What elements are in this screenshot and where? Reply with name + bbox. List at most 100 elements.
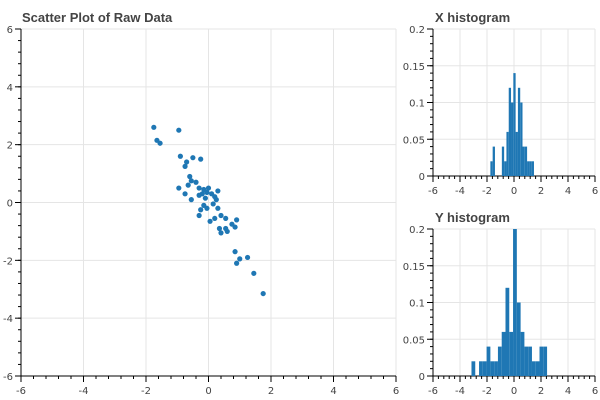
scatter-point: [198, 156, 204, 162]
x-histogram-bar: [501, 146, 505, 176]
scatter-point: [176, 127, 182, 133]
x-histogram-x-tick-label: 6: [592, 186, 598, 197]
x-histogram-bar: [524, 146, 528, 176]
y-histogram-bar: [505, 287, 510, 376]
x-histogram-bar: [520, 102, 523, 176]
y-histogram-x-tick-label: 0: [511, 386, 517, 397]
scatter-point: [232, 224, 238, 230]
y-histogram-y-tick-label: 0: [419, 372, 425, 383]
y-histogram-bar: [535, 361, 540, 376]
scatter-y-tick-label: 6: [7, 25, 13, 36]
x-histogram-bar: [529, 161, 532, 176]
scatter-point: [196, 192, 202, 198]
y-histogram-bar: [494, 361, 498, 376]
y-histogram-bar: [528, 346, 532, 376]
scatter-point: [185, 182, 191, 188]
scatter-point: [224, 228, 230, 235]
y-histogram-bar: [479, 361, 483, 376]
y-histogram-bar: [539, 346, 544, 376]
scatter-point: [244, 254, 251, 261]
scatter-point: [204, 189, 210, 195]
scatter-point: [176, 185, 182, 191]
scatter-point: [216, 225, 223, 232]
scatter-point: [215, 188, 221, 194]
scatter-point: [202, 195, 208, 201]
y-histogram-y-tick-label: 0.1: [409, 299, 425, 310]
scatter-x-tick-label: 2: [268, 386, 274, 397]
scatter-point: [187, 173, 193, 180]
x-histogram-bar: [506, 131, 509, 176]
x-histogram-title: X histogram: [435, 10, 510, 25]
y-histogram-x-tick-label: -4: [455, 386, 465, 397]
x-histogram-y-tick-label: 0: [419, 172, 425, 183]
x-histogram-x-tick-label: -4: [455, 186, 465, 197]
scatter-point: [151, 124, 157, 130]
scatter-y-tick-label: -4: [3, 314, 13, 325]
y-histogram-bar: [482, 361, 487, 376]
scatter-point: [205, 185, 212, 191]
x-histogram-y-tick-label: 0.1: [409, 99, 425, 110]
y-histogram-title: Y histogram: [435, 210, 510, 225]
scatter-y-tick-label: 4: [7, 83, 13, 94]
scatter-point: [234, 260, 240, 266]
scatter-point: [207, 218, 213, 224]
y-histogram-x-tick-label: 2: [538, 386, 544, 397]
scatter-title: Scatter Plot of Raw Data: [22, 10, 173, 25]
scatter-point: [188, 178, 194, 184]
x-histogram-x-tick-label: -2: [482, 186, 492, 197]
scatter-point: [190, 155, 196, 161]
y-histogram-x-tick-label: 6: [592, 386, 598, 397]
x-histogram-bar: [527, 161, 530, 176]
scatter-y-tick-label: -6: [3, 372, 13, 383]
y-histogram-bar: [501, 331, 506, 376]
y-histogram-bar: [509, 331, 514, 376]
x-histogram-y-tick-label: 0.2: [409, 25, 425, 36]
x-histogram-bar: [490, 161, 493, 176]
scatter-x-tick-label: 4: [330, 386, 336, 397]
y-histogram-bar: [520, 331, 525, 376]
x-histogram-y-tick-label: 0.05: [403, 135, 425, 146]
x-histogram-x-tick-label: 2: [538, 186, 544, 197]
scatter-point: [215, 205, 221, 211]
scatter-point: [184, 159, 190, 165]
scatter-point: [182, 163, 188, 169]
scatter-panel: -6 -4 -2 0 2 4 6 -6 -4 -2 0 2 4 6: [3, 25, 399, 397]
x-histogram-bar: [492, 146, 495, 176]
x-histogram-bar: [517, 87, 521, 176]
scatter-point: [223, 215, 229, 222]
y-histogram-y-tick-label: 0.05: [403, 335, 425, 346]
scatter-point: [182, 191, 188, 197]
scatter-y-tick-label: -2: [3, 256, 13, 267]
y-histogram-x-tick-label: 4: [565, 386, 571, 397]
x-histogram-x-tick-label: 4: [565, 186, 571, 197]
scatter-point: [204, 205, 210, 211]
scatter-x-tick-label: 6: [393, 386, 399, 397]
y-histogram-bar: [471, 361, 476, 376]
x-histogram-bar: [511, 102, 514, 176]
y-histogram-x-tick-label: -6: [428, 386, 438, 397]
scatter-point: [177, 153, 183, 159]
scatter-x-tick-label: -6: [16, 386, 26, 397]
scatter-point: [251, 270, 257, 276]
x-histogram-y-tick-label: 0.15: [403, 62, 425, 73]
x-histogram-bar: [531, 161, 534, 176]
scatter-x-tick-label: 0: [205, 386, 211, 397]
scatter-point: [188, 197, 194, 203]
x-histogram-x-tick-label: -6: [428, 186, 438, 197]
x-histogram-panel: -6 -4 -2 0 2 4 6 0 0.05 0.1 0.15 0.2: [403, 25, 598, 197]
scatter-point: [237, 256, 243, 262]
x-histogram-bar: [504, 161, 507, 176]
scatter-point: [218, 212, 224, 219]
scatter-point: [198, 207, 204, 213]
scatter-point: [218, 230, 224, 236]
x-histogram-bar: [515, 131, 518, 176]
y-histogram-y-tick-label: 0.2: [409, 225, 425, 236]
scatter-point: [260, 290, 266, 297]
y-histogram-panel: -6 -4 -2 0 2 4 6 0 0.05 0.1 0.15 0.2: [403, 225, 598, 397]
y-histogram-bar: [490, 361, 495, 376]
y-histogram-bar: [524, 346, 529, 376]
scatter-point: [212, 215, 218, 222]
y-histogram-bar: [516, 302, 521, 376]
scatter-point: [193, 179, 199, 185]
x-histogram-x-tick-label: 0: [511, 186, 517, 197]
